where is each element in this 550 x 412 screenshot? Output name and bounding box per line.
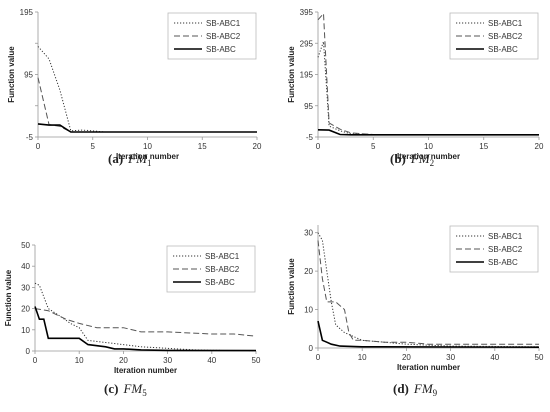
legend-label: SB-ABC1 <box>488 19 523 28</box>
legend-label: SB-ABC <box>488 45 518 54</box>
y-tick-label: 30 <box>21 283 30 292</box>
y-tick-label: 10 <box>21 326 30 335</box>
y-tick-label: 0 <box>26 347 31 356</box>
x-tick-label: 20 <box>402 353 411 362</box>
series-line-sb-abc <box>317 129 539 136</box>
y-tick-label: -5 <box>26 133 34 142</box>
x-tick-label: 5 <box>371 142 376 151</box>
legend-box <box>449 225 539 273</box>
x-tick-label: 10 <box>424 142 433 151</box>
caption-fm: FM <box>127 151 148 166</box>
caption-fm: FM <box>122 381 143 396</box>
x-tick-label: 5 <box>91 142 96 151</box>
x-tick-label: 50 <box>535 353 544 362</box>
legend-box <box>449 12 539 60</box>
x-axis-title: Iteration number <box>397 152 460 161</box>
caption-subscript: 2 <box>430 158 435 168</box>
y-tick-label: 50 <box>21 241 30 250</box>
y-axis-title: Function value <box>287 46 296 103</box>
series-line-sb-abc1 <box>34 282 257 352</box>
series-line-sb-abc2 <box>34 308 257 337</box>
x-tick-label: 0 <box>316 353 321 362</box>
caption-id: (a) <box>108 151 123 166</box>
y-tick-label: -5 <box>306 133 314 142</box>
x-tick-label: 20 <box>119 356 128 365</box>
caption-fm: FM <box>413 381 434 396</box>
y-tick-label: 295 <box>300 39 314 48</box>
x-tick-label: 0 <box>316 142 321 151</box>
legend-label: SB-ABC2 <box>488 32 523 41</box>
y-tick-label: 30 <box>304 229 313 238</box>
chart-panel-3: 0 10 20 30 40 50 0 10 20 30 40 50 Iteration number Fu… <box>4 241 261 398</box>
x-tick-label: 30 <box>446 353 455 362</box>
legend-label: SB-ABC1 <box>205 252 240 261</box>
panel-caption: (a) FM1 <box>108 151 151 168</box>
x-axis-title: Iteration number <box>114 366 177 375</box>
x-tick-label: 15 <box>198 142 207 151</box>
x-tick-label: 10 <box>75 356 84 365</box>
y-tick-label: 40 <box>21 262 30 271</box>
panel-caption: (d) FM9 <box>393 381 438 398</box>
y-tick-label: 0 <box>309 344 314 353</box>
caption-subscript: 5 <box>142 388 147 398</box>
legend-label: SB-ABC <box>206 45 236 54</box>
y-tick-label: 95 <box>304 102 313 111</box>
x-tick-label: 30 <box>163 356 172 365</box>
y-tick-label: 195 <box>300 71 314 80</box>
x-axis-title: Iteration number <box>397 363 460 372</box>
x-tick-label: 10 <box>358 353 367 362</box>
y-tick-label: 395 <box>300 8 314 17</box>
legend-label: SB-ABC1 <box>206 19 241 28</box>
legend-box <box>166 245 256 293</box>
y-tick-label: 10 <box>304 306 313 315</box>
x-tick-label: 20 <box>253 142 262 151</box>
y-tick-label: 195 <box>20 8 34 17</box>
chart-panel-1: -5 95 195 0 5 10 15 20 Iteration number Function … <box>7 8 262 168</box>
caption-id: (b) <box>390 151 406 166</box>
legend-label: SB-ABC2 <box>488 245 523 254</box>
x-tick-label: 20 <box>535 142 544 151</box>
x-tick-label: 10 <box>143 142 152 151</box>
x-tick-label: 40 <box>207 356 216 365</box>
y-axis-title: Function value <box>7 46 16 103</box>
x-tick-label: 50 <box>252 356 261 365</box>
legend-label: SB-ABC1 <box>488 232 523 241</box>
y-tick-label: 95 <box>24 71 33 80</box>
caption-id: (d) <box>393 381 409 396</box>
x-tick-label: 15 <box>479 142 488 151</box>
y-tick-label: 20 <box>304 267 313 276</box>
caption-subscript: 9 <box>433 388 438 398</box>
caption-id: (c) <box>104 381 118 396</box>
y-axis-title: Function value <box>287 258 296 315</box>
legend-label: SB-ABC <box>205 278 235 287</box>
legend-label: SB-ABC <box>488 258 518 267</box>
series-line-sb-abc <box>317 320 540 349</box>
x-tick-label: 0 <box>33 356 38 365</box>
chart-panel-2: -5 95 195 295 395 0 5 10 15 20 Iteration number Fun… <box>287 8 544 168</box>
panel-caption: (c) FM5 <box>104 381 147 398</box>
y-tick-label: 20 <box>21 305 30 314</box>
chart-panel-4: 0 10 20 30 0 10 20 30 40 50 Iteration number Functi… <box>287 225 544 398</box>
series-line-sb-abc <box>34 306 257 352</box>
legend-label: SB-ABC2 <box>206 32 241 41</box>
caption-fm: FM <box>410 151 431 166</box>
y-axis-title: Function value <box>4 269 13 326</box>
x-tick-label: 0 <box>36 142 41 151</box>
legend-label: SB-ABC2 <box>205 265 240 274</box>
caption-subscript: 1 <box>147 158 152 168</box>
x-tick-label: 40 <box>490 353 499 362</box>
panel-caption: (b) FM2 <box>390 151 434 168</box>
legend-box <box>167 12 257 60</box>
series-line-sb-abc <box>37 123 257 133</box>
x-axis-title: Iteration number <box>116 152 179 161</box>
series-line-sb-abc1 <box>317 232 540 348</box>
series-line-sb-abc2 <box>37 77 257 133</box>
